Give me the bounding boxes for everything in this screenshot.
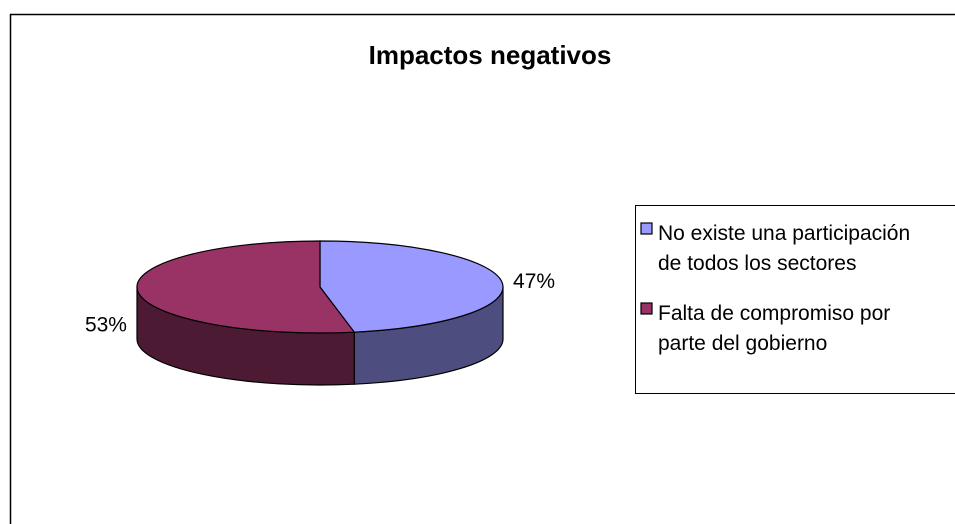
- legend-label: Falta de compromiso por parte del gobier…: [658, 302, 896, 355]
- legend-box: [635, 205, 955, 394]
- chart-frame: [9, 13, 955, 524]
- pie-slice: [319, 240, 504, 333]
- data-label: 47%: [513, 270, 555, 293]
- legend-swatch: [640, 302, 653, 315]
- chart-title: Impactos negativos: [369, 40, 612, 70]
- pie-slice: [136, 240, 356, 334]
- legend-label: No existe una participación de todos los…: [658, 222, 916, 275]
- data-label: 53%: [85, 313, 127, 336]
- legend-swatch: [640, 222, 653, 235]
